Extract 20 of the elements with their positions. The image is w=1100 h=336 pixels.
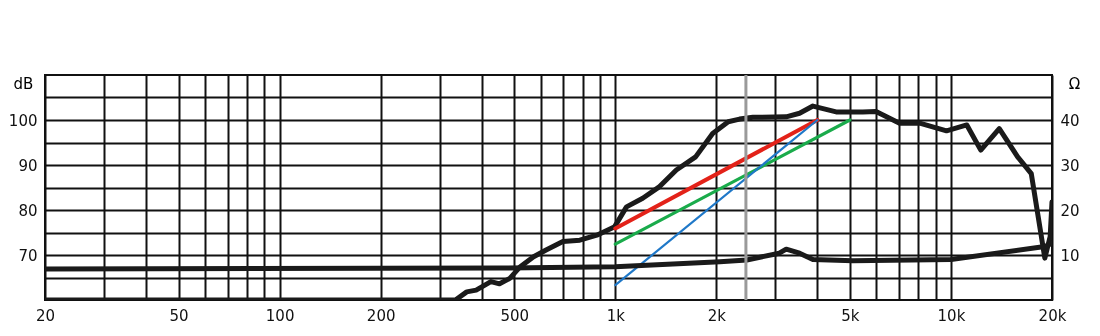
y-tick-label: 80 (18, 201, 38, 220)
x-tick-label: 100 (265, 306, 295, 325)
x-tick-label: 2k (707, 306, 727, 325)
y-axis-title: dB (13, 74, 34, 93)
x-tick-label: 20 (35, 306, 56, 325)
y2-tick-label: 40 (1060, 111, 1080, 130)
x-tick-label: 200 (366, 306, 396, 325)
x-tick-label: 500 (500, 306, 530, 325)
x-tick-label: 5k (841, 306, 860, 325)
x-tick-label: 1k (606, 306, 626, 325)
y2-axis-title: Ω (1068, 74, 1081, 93)
y-tick-label: 90 (18, 156, 38, 175)
y-tick-label: 70 (18, 246, 38, 265)
y2-tick-label: 10 (1060, 246, 1080, 265)
y2-tick-label: 30 (1060, 156, 1080, 175)
x-tick-label: 20k (1038, 306, 1067, 325)
x-tick-label: 10k (937, 306, 966, 325)
y-tick-label: 100 (8, 111, 38, 130)
x-tick-label: 50 (169, 306, 189, 325)
y2-tick-label: 20 (1060, 201, 1080, 220)
